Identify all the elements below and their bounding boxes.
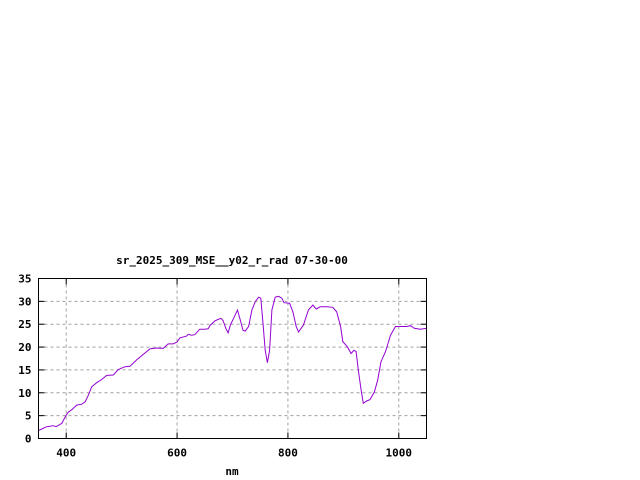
y-tick-label: 15 (18, 364, 31, 377)
y-tick-label: 25 (18, 318, 31, 331)
plot-frame (38, 278, 427, 439)
y-tick-label: 0 (25, 433, 32, 446)
y-tick-label: 5 (25, 410, 32, 423)
x-axis-label: nm (225, 465, 239, 478)
x-tick-label: 400 (56, 447, 76, 460)
x-tick-label: 800 (278, 447, 298, 460)
grid (38, 278, 427, 439)
tick-labels: 400 600 800 1000 0 5 10 15 20 25 30 35 (18, 273, 412, 460)
y-tick-label: 35 (18, 273, 31, 286)
y-tick-label: 30 (18, 295, 31, 308)
y-tick-label: 10 (18, 387, 31, 400)
series-line (38, 295, 427, 431)
y-tick-label: 20 (18, 341, 31, 354)
x-tick-label: 600 (167, 447, 187, 460)
x-tick-label: 1000 (386, 447, 413, 460)
chart-title: sr_2025_309_MSE__y02_r_rad 07-30-00 (116, 254, 348, 267)
